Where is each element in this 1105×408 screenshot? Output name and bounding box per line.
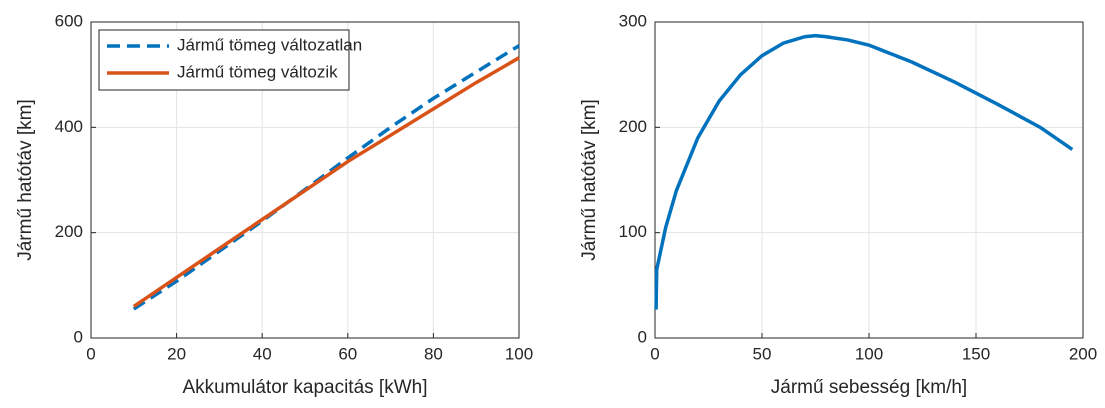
y-tick-label: 300 xyxy=(619,11,647,30)
x-tick-label: 20 xyxy=(167,344,186,363)
legend-label: Jármű tömeg változatlan xyxy=(177,35,362,54)
axes-box xyxy=(654,21,1084,339)
legend-box xyxy=(98,29,350,91)
axes-box xyxy=(90,21,520,339)
x-tick-label: 100 xyxy=(505,344,533,363)
line-series xyxy=(654,33,1074,310)
y-tick-label: 100 xyxy=(619,222,647,241)
legend-label: Jármű tömeg változik xyxy=(177,62,338,81)
x-tick-label: 100 xyxy=(855,344,883,363)
x-tick-label: 60 xyxy=(338,344,357,363)
x-tick-label: 0 xyxy=(86,344,95,363)
x-tick-label: 40 xyxy=(253,344,272,363)
x-tick-label: 200 xyxy=(1069,344,1097,363)
x-tick-label: 0 xyxy=(650,344,659,363)
y-tick-label: 200 xyxy=(55,222,83,241)
y-tick-label: 400 xyxy=(55,117,83,136)
line-series xyxy=(132,44,520,311)
x-axis-label: Akkumulátor kapacitás [kWh] xyxy=(183,377,428,398)
line-series xyxy=(132,56,520,308)
y-tick-label: 600 xyxy=(55,11,83,30)
x-tick-label: 80 xyxy=(424,344,443,363)
y-axis-label: Jármű hatótáv [km] xyxy=(579,99,600,261)
y-axis-label: Jármű hatótáv [km] xyxy=(15,99,36,261)
x-tick-label: 150 xyxy=(962,344,990,363)
y-tick-label: 0 xyxy=(74,327,83,346)
x-axis-label: Jármű sebesség [km/h] xyxy=(771,377,967,398)
y-tick-label: 0 xyxy=(638,327,647,346)
y-tick-label: 200 xyxy=(619,117,647,136)
x-tick-label: 50 xyxy=(753,344,772,363)
